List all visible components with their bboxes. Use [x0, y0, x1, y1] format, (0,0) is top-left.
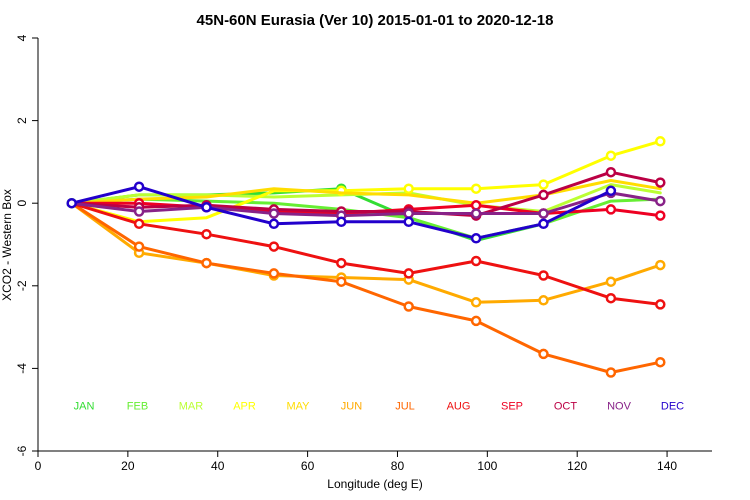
data-point-aug	[403, 268, 414, 279]
data-point-nov	[133, 206, 145, 217]
legend-item-nov: NOV	[607, 401, 632, 413]
data-point-oct	[538, 189, 549, 201]
data-point-dec	[605, 185, 617, 197]
data-point-apr	[403, 183, 414, 194]
data-point-dec	[66, 197, 77, 209]
series-line-oct	[70, 170, 662, 218]
x-axis-label: Longitude (deg E)	[327, 477, 422, 491]
data-point-sep	[655, 210, 666, 221]
y-tick-label: -4	[15, 363, 29, 374]
data-point-jul	[538, 348, 549, 360]
x-tick-label: 100	[477, 459, 497, 473]
legend-item-aug: AUG	[447, 401, 471, 413]
series-line-jun	[70, 201, 662, 304]
data-point-dec	[336, 216, 347, 228]
legend-item-apr: APR	[233, 401, 256, 413]
legend-item-jun: JUN	[341, 401, 362, 413]
data-point-jun	[605, 276, 617, 287]
x-tick-label: 40	[211, 459, 225, 473]
legend-item-may: MAY	[286, 401, 310, 413]
data-point-aug	[268, 241, 280, 252]
series-line-apr	[70, 139, 662, 224]
legend-item-mar: MAR	[179, 401, 204, 413]
series-line-nov	[70, 191, 662, 218]
data-point-oct	[655, 177, 666, 188]
legend-item-sep: SEP	[501, 401, 523, 413]
data-point-dec	[538, 218, 549, 230]
series-line-jul	[70, 201, 662, 374]
data-point-nov	[655, 195, 666, 207]
data-point-nov	[403, 208, 414, 219]
legend-item-feb: FEB	[127, 401, 148, 413]
data-point-jul	[133, 241, 145, 252]
x-tick-label: 120	[567, 459, 587, 473]
data-point-aug	[133, 218, 145, 230]
data-point-dec	[268, 218, 280, 230]
data-point-aug	[538, 270, 549, 281]
data-point-aug	[655, 299, 666, 310]
data-point-sep	[605, 204, 617, 215]
axes: 0 20 40 60 80 100 120 140 -6 -4 -2 0 2 4	[15, 34, 712, 473]
series-layer	[66, 136, 666, 378]
legend-item-jul: JUL	[395, 401, 415, 413]
data-point-dec	[403, 216, 414, 228]
data-point-sep	[470, 200, 482, 211]
legend-item-dec: DEC	[661, 401, 684, 413]
data-point-nov	[268, 208, 280, 219]
y-tick-label: 4	[15, 34, 29, 41]
data-point-jun	[470, 297, 482, 308]
data-point-apr	[655, 136, 666, 147]
data-point-jul	[655, 356, 666, 368]
data-point-dec	[201, 202, 212, 213]
y-tick-label: -2	[15, 280, 29, 291]
data-point-jul	[470, 315, 482, 327]
data-point-dec	[470, 233, 482, 244]
series-line-aug	[70, 201, 662, 306]
series-aug	[70, 201, 666, 310]
x-tick-label: 80	[391, 459, 405, 473]
legend-item-jan: JAN	[74, 401, 95, 413]
data-point-nov	[470, 208, 482, 219]
data-point-apr	[605, 150, 617, 161]
y-tick-label: -6	[15, 445, 29, 456]
x-tick-label: 60	[301, 459, 315, 473]
data-point-apr	[470, 183, 482, 194]
series-jul	[70, 201, 666, 378]
x-tick-label: 0	[35, 459, 42, 473]
y-tick-label: 2	[15, 117, 29, 124]
data-point-apr	[538, 179, 549, 190]
data-point-jul	[268, 268, 280, 279]
data-point-jun	[538, 295, 549, 306]
legend: JAN FEB MAR APR MAY JUN JUL AUG SEP OCT NOV DEC	[74, 401, 685, 413]
chart-title: 45N-60N Eurasia (Ver 10) 2015-01-01 to 2…	[197, 12, 554, 29]
data-point-aug	[201, 228, 212, 240]
data-point-jul	[201, 257, 212, 269]
data-point-jul	[403, 301, 414, 312]
y-tick-label: 0	[15, 200, 29, 207]
legend-item-oct: OCT	[554, 401, 578, 413]
data-point-oct	[605, 166, 617, 178]
data-point-aug	[336, 257, 347, 269]
data-point-dec	[133, 181, 145, 192]
x-tick-label: 140	[657, 459, 677, 473]
series-dec	[66, 181, 617, 244]
data-point-jul	[605, 367, 617, 378]
x-tick-label: 20	[121, 459, 135, 473]
data-point-jul	[336, 276, 347, 287]
y-axis-label: XCO2 - Western Box	[0, 189, 14, 301]
data-point-aug	[605, 292, 617, 304]
data-point-aug	[470, 255, 482, 267]
data-point-jun	[655, 259, 666, 271]
data-point-nov	[538, 208, 549, 219]
